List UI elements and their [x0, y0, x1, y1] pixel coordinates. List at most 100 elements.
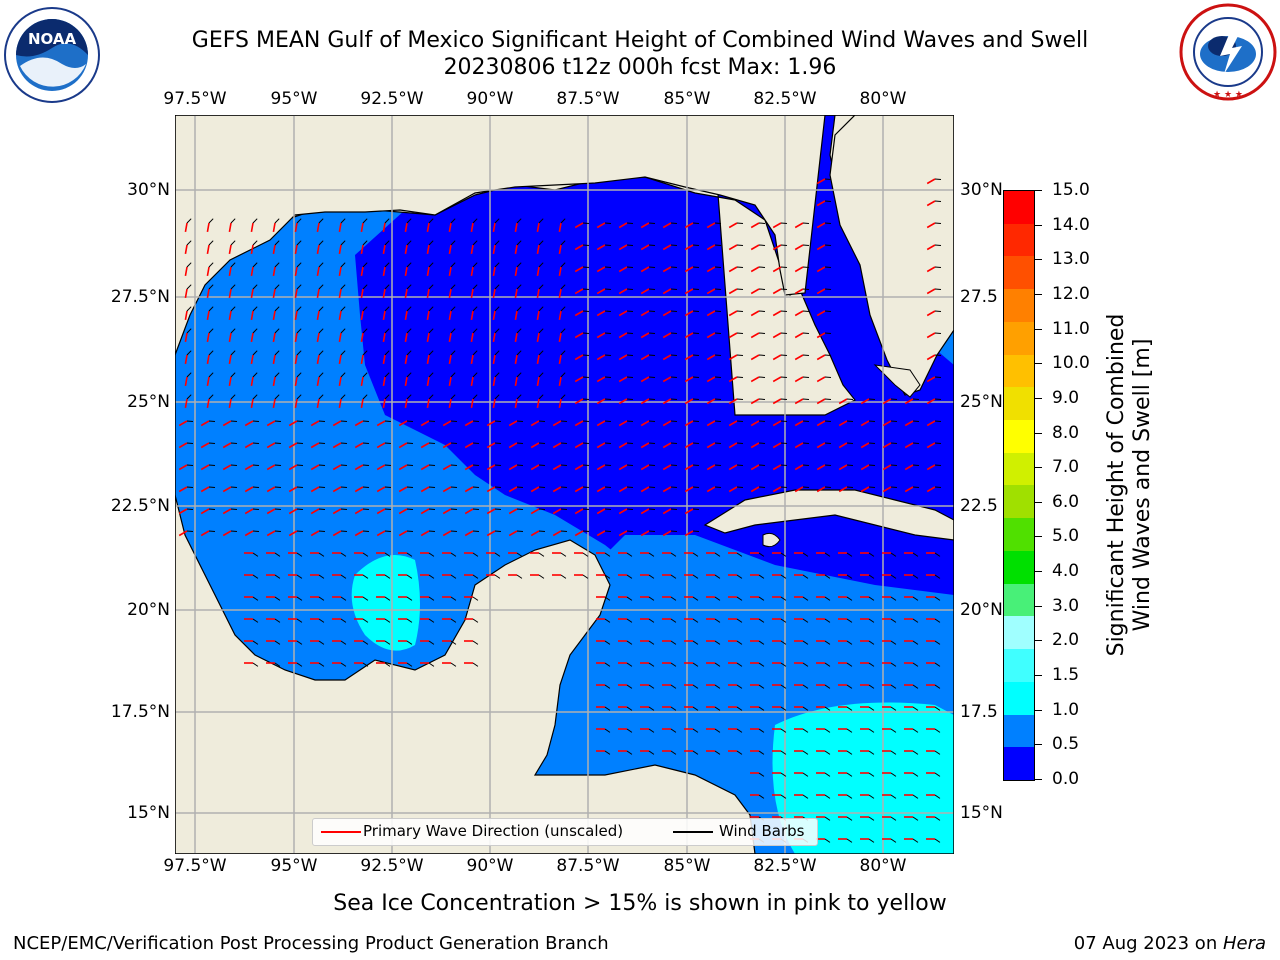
wave-arrow — [332, 420, 342, 427]
wind-barb — [318, 662, 325, 667]
wave-arrow — [426, 244, 430, 255]
wind-barb — [626, 662, 633, 667]
wind-barb — [384, 394, 390, 400]
wave-arrow — [574, 310, 584, 317]
wave-arrow — [596, 442, 606, 449]
wave-arrow — [662, 530, 672, 537]
wave-arrow — [360, 288, 364, 299]
wind-barb — [450, 394, 456, 400]
wind-barb — [868, 640, 875, 645]
wind-barb — [604, 662, 611, 667]
wind-barb — [318, 618, 325, 623]
wave-arrow — [794, 288, 804, 295]
wind-barb — [780, 728, 787, 733]
wind-barb — [846, 706, 853, 711]
wave-arrow — [926, 178, 936, 185]
wind-barb — [802, 750, 809, 755]
colorbar-segment — [1004, 191, 1034, 224]
wave-arrow — [530, 508, 540, 515]
wind-barb — [406, 662, 413, 667]
wind-barb — [736, 596, 743, 601]
wave-arrow — [574, 398, 584, 405]
wave-arrow — [794, 354, 804, 361]
wind-barb — [868, 552, 875, 557]
wind-barb — [384, 284, 390, 290]
wind-barb — [340, 640, 347, 645]
wave-arrow — [420, 530, 430, 537]
wind-barb — [538, 574, 545, 579]
wave-arrow — [662, 442, 672, 449]
wind-barb — [516, 552, 523, 557]
wind-barb — [472, 596, 479, 601]
wind-barb — [802, 706, 809, 711]
wave-arrow — [926, 332, 936, 339]
wave-zone-1-1.5m-caribbean — [772, 702, 954, 854]
wave-arrow — [464, 464, 474, 471]
wind-barb — [186, 240, 192, 246]
wind-barb — [494, 240, 500, 246]
wind-barb — [758, 728, 765, 733]
lat-tick-left: 30°N — [127, 180, 170, 200]
wave-arrow — [360, 376, 364, 387]
lon-tick-bottom: 85°W — [663, 856, 711, 876]
wave-arrow — [272, 376, 276, 387]
wind-barb — [780, 772, 787, 777]
wind-barb — [494, 284, 500, 290]
wind-barb — [230, 394, 236, 400]
wind-barb — [868, 618, 875, 623]
barb-legend-line — [673, 831, 713, 833]
wind-barb — [692, 552, 699, 557]
wind-barb — [340, 284, 346, 290]
wave-arrow — [508, 442, 518, 449]
wave-arrow — [332, 464, 342, 471]
wave-arrow — [536, 354, 540, 365]
wind-barb — [186, 350, 192, 356]
wind-barb — [758, 750, 765, 755]
wind-barb — [494, 350, 500, 356]
wave-arrow — [904, 464, 914, 471]
wave-arrow — [470, 354, 474, 365]
wave-arrow — [596, 508, 606, 515]
wave-arrow — [574, 354, 584, 361]
wind-barb — [714, 640, 721, 645]
wave-arrow — [794, 332, 804, 339]
wave-arrow — [426, 398, 430, 409]
wind-barb — [934, 662, 941, 667]
chart-subtitle: 20230806 t12z 000h fcst Max: 1.96 — [443, 55, 837, 80]
wave-arrow — [420, 486, 430, 493]
wave-arrow — [574, 244, 584, 251]
wave-arrow — [794, 420, 804, 427]
wind-barb — [626, 574, 633, 579]
wind-barb — [406, 350, 412, 356]
wind-barb — [736, 574, 743, 579]
wind-barb — [824, 750, 831, 755]
wind-barb — [692, 684, 699, 689]
wave-arrow — [706, 222, 716, 229]
wave-arrow — [404, 332, 408, 343]
wave-arrow — [772, 376, 782, 383]
colorbar-segment — [1004, 223, 1034, 257]
wind-barb — [714, 706, 721, 711]
wave-arrow — [706, 398, 716, 405]
wind-barb — [648, 596, 655, 601]
wave-arrow — [360, 332, 364, 343]
colorbar-label-line2: Wind Waves and Swell [m] — [1130, 338, 1155, 632]
wave-arrow — [640, 332, 650, 339]
colorbar-tick-mark — [1034, 397, 1042, 399]
map-gridlines — [175, 115, 954, 854]
wind-barb — [384, 640, 391, 645]
wind-barb — [934, 816, 941, 821]
wind-barb — [450, 240, 456, 246]
wind-barb — [560, 394, 566, 400]
wave-arrow — [640, 442, 650, 449]
wave-arrow — [222, 464, 232, 471]
wave-arrow — [288, 530, 298, 537]
wind-barb — [252, 328, 258, 334]
wave-arrow — [662, 508, 672, 515]
wind-barb — [758, 794, 765, 799]
colorbar-label: Significant Height of Combined Wind Wave… — [1104, 314, 1156, 657]
wind-barb — [538, 306, 544, 312]
wave-arrow — [574, 442, 584, 449]
wave-arrow — [398, 420, 408, 427]
lon-tick-top: 92.5°W — [360, 89, 424, 109]
